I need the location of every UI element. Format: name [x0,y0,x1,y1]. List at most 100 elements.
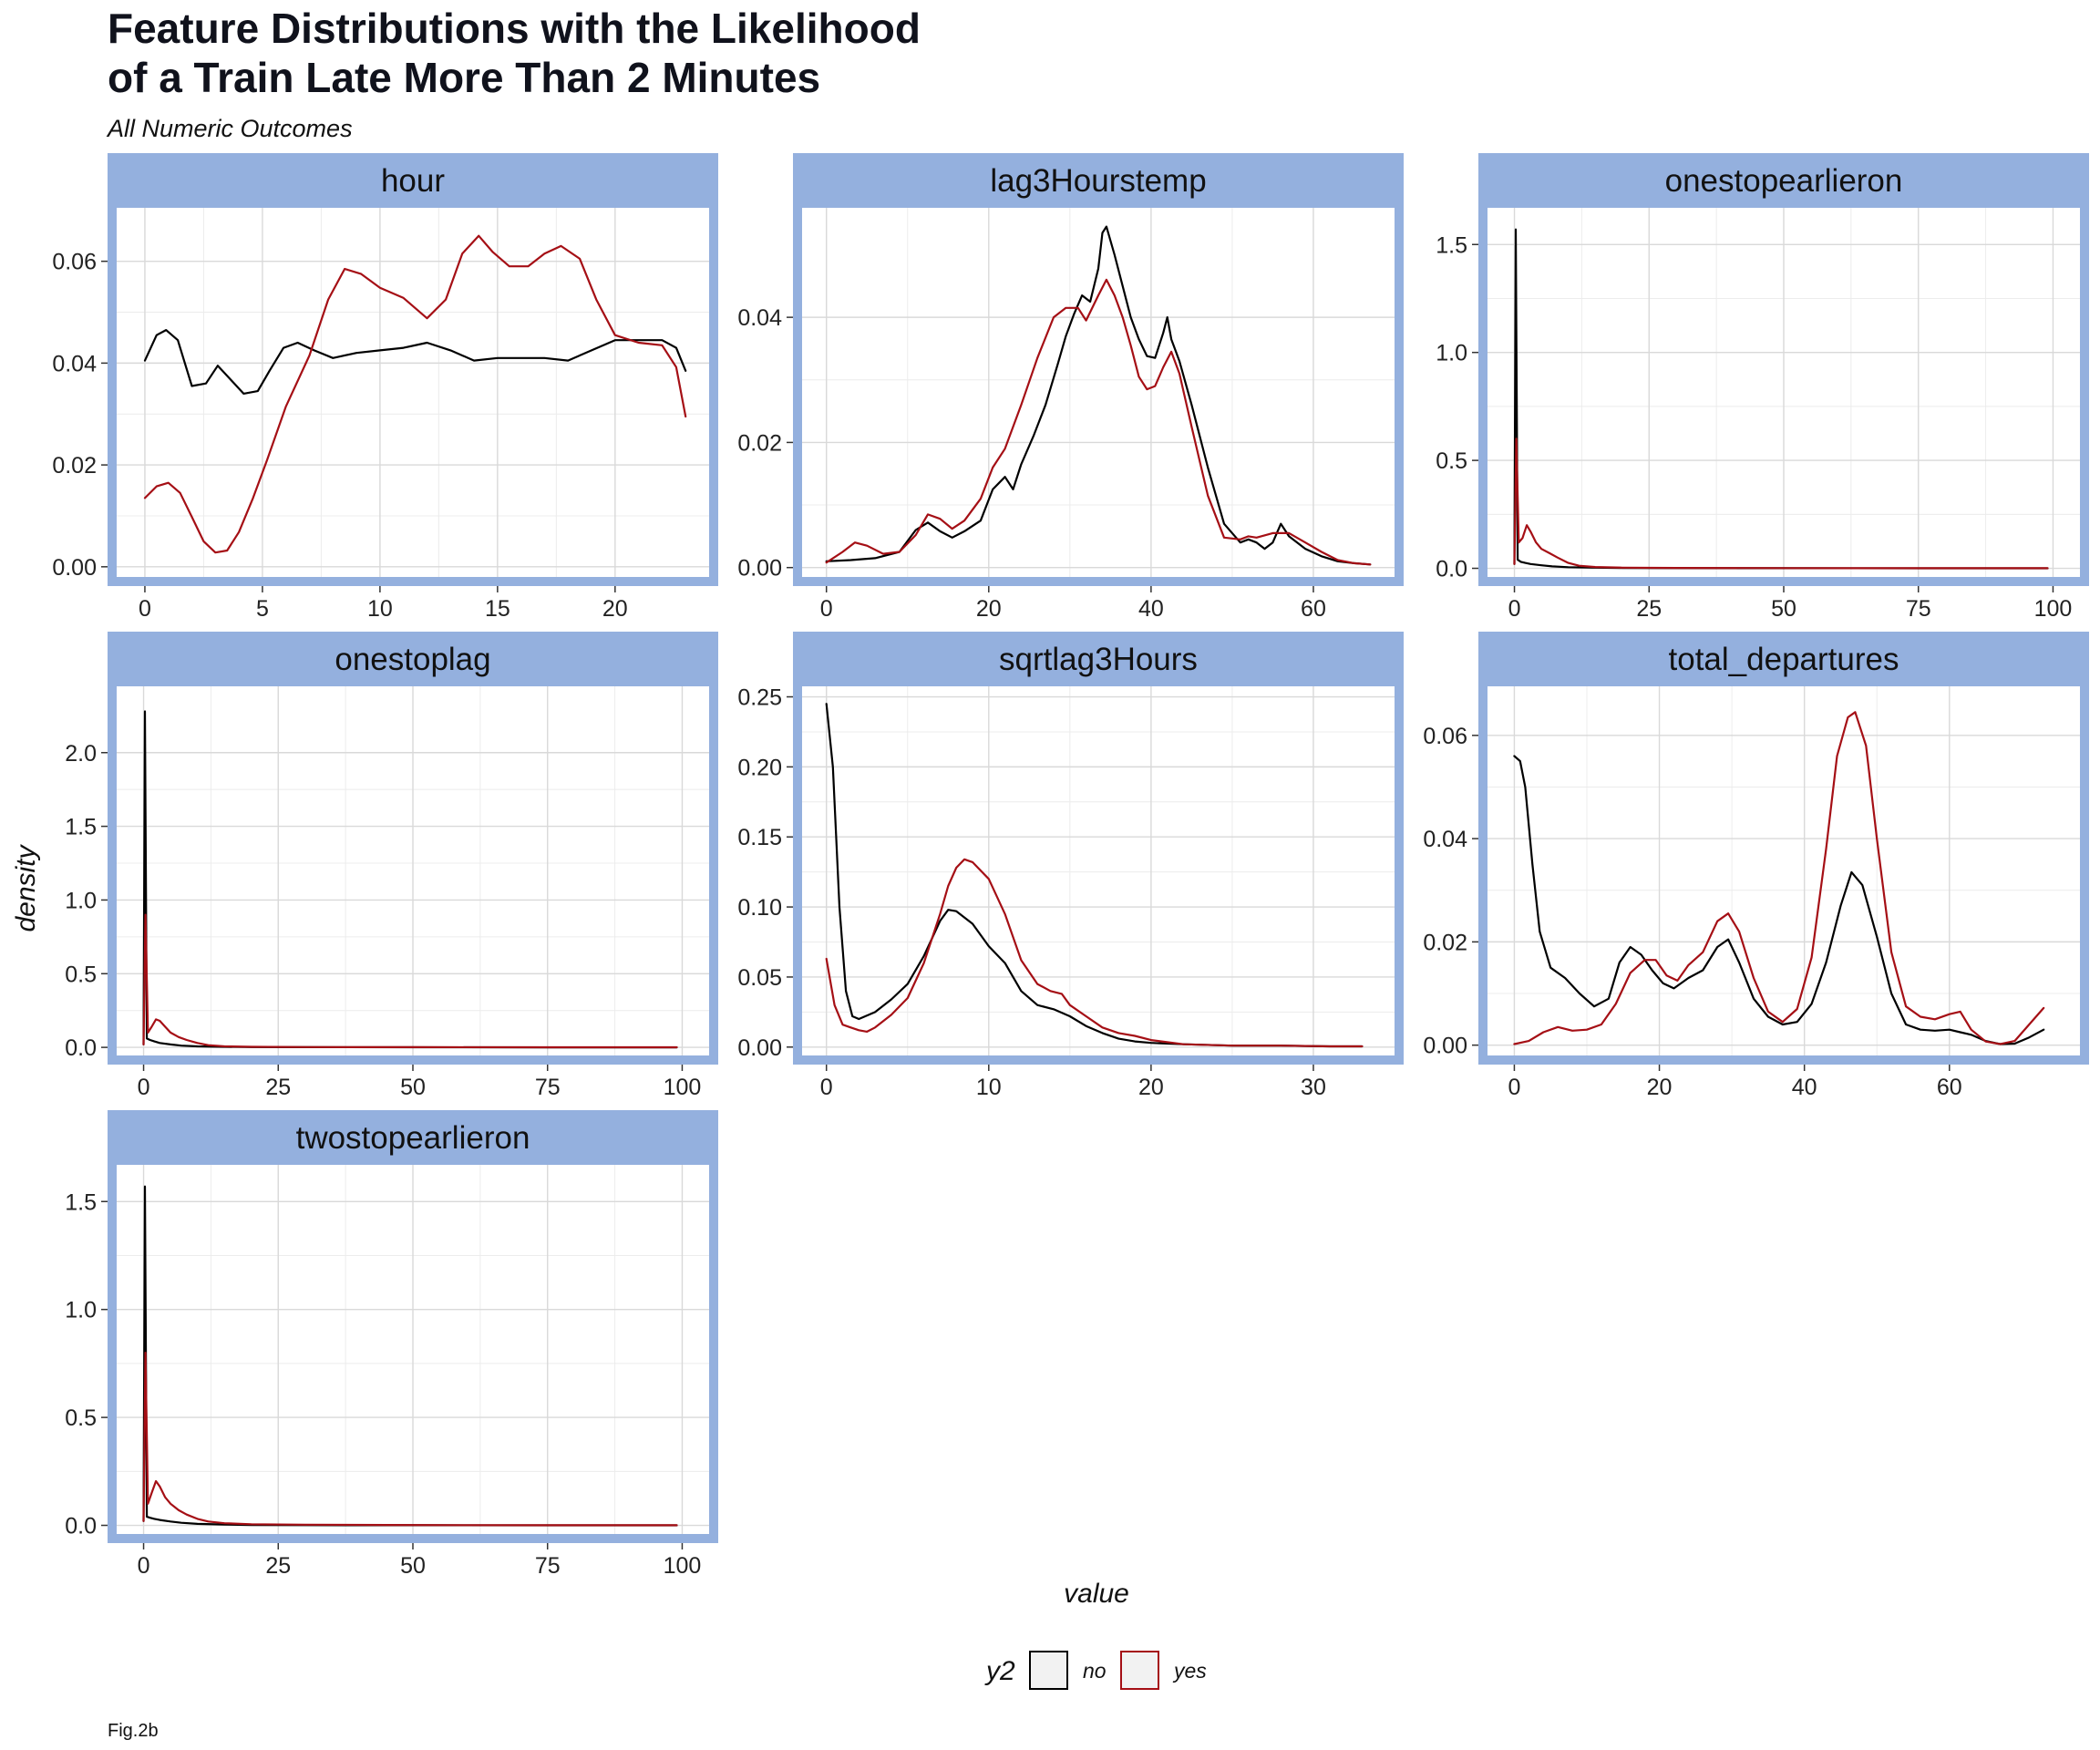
x-tick-label: 20 [1138,1075,1164,1100]
x-tick-label: 60 [1301,596,1326,622]
y-tick-label: 0.0 [65,1514,97,1539]
y-tick-label: 0.5 [65,962,97,987]
y-tick-label: 0.02 [52,453,97,479]
strip-label: sqrtlag3Hours [999,642,1198,677]
x-tick-label: 15 [485,596,510,622]
legend-title: y2 [984,1656,1015,1686]
x-tick-label: 100 [664,1075,702,1100]
x-tick-label: 60 [1937,1075,1962,1100]
y-tick-label: 0.0 [65,1035,97,1061]
y-tick-label: 1.5 [1436,232,1467,258]
legend: y2 no yes [984,1651,1207,1690]
panel-hour: hour 0 5 10 15 20 0.00 0.02 0.04 0.06 [52,153,718,622]
density-line-no [825,225,1372,566]
x-tick-label: 10 [367,596,393,622]
y-tick-label: 0.06 [52,250,97,275]
legend-label-yes: yes [1172,1659,1207,1683]
x-tick-label: 0 [820,596,833,622]
x-tick-label: 25 [1636,596,1662,622]
y-tick-label: 0.00 [737,556,782,582]
x-tick-label: 40 [1138,596,1164,622]
chart-title-line-1: Feature Distributions with the Likelihoo… [108,5,921,52]
x-tick-label: 20 [602,596,628,622]
y-tick-label: 0.20 [737,755,782,780]
density-line-yes [1513,711,2045,1045]
legend-label-no: no [1083,1659,1107,1683]
panel-sqrtlag3hours: sqrtlag3Hours 0 10 20 30 0.00 0.05 0.10 0.15 0.20… [737,632,1404,1100]
strip-label: total_departures [1669,642,1899,677]
y-tick-label: 0.06 [1423,724,1467,749]
y-tick-label: 1.0 [65,1298,97,1323]
y-tick-label: 0.04 [52,351,97,376]
figure-caption: Fig.2b [108,1721,159,1741]
x-tick-label: 40 [1792,1075,1817,1100]
x-tick-label: 25 [265,1075,291,1100]
x-tick-label: 50 [1771,596,1796,622]
density-line-yes [825,278,1372,566]
y-tick-label: 0.02 [737,430,782,456]
plot-area [1488,686,2080,1055]
chart-subtitle: All Numeric Outcomes [106,115,353,142]
strip-label: onestoplag [335,642,490,677]
x-axis-title: value [1064,1579,1129,1609]
y-tick-label: 0.00 [52,555,97,581]
strip-label: lag3Hourstemp [990,163,1206,199]
density-line-yes [1513,438,2049,570]
y-axis-title: density [11,843,41,932]
y-tick-label: 0.04 [737,305,782,331]
chart-title-line-2: of a Train Late More Than 2 Minutes [108,54,820,101]
y-tick-label: 0.25 [737,685,782,711]
density-line-yes [142,913,678,1049]
y-tick-label: 1.5 [65,815,97,840]
density-line-yes [142,1352,678,1527]
density-line-yes [825,858,1364,1048]
y-tick-label: 0.05 [737,965,782,991]
x-tick-label: 0 [138,1553,150,1579]
y-tick-label: 0.5 [65,1405,97,1431]
x-tick-label: 100 [2034,596,2073,622]
panel-total-departures: total_departures 0 20 40 60 0.00 0.02 0.04 0.06 [1423,632,2089,1100]
panel-onestopearlieron: onestopearlieron 0 25 50 75 100 0.0 0.5 1.0 1.5 [1436,153,2089,622]
x-tick-label: 0 [139,596,151,622]
x-tick-label: 50 [400,1075,426,1100]
y-tick-label: 0.00 [737,1035,782,1061]
density-line-no [1513,755,2045,1045]
x-tick-label: 0 [1508,596,1521,622]
y-tick-label: 0.10 [737,895,782,921]
panel-twostopearlieron: twostopearlieron 0 25 50 75 100 0.0 0.5 1.0 1.5 [65,1110,718,1579]
x-tick-label: 75 [535,1553,561,1579]
panel-onestoplag: onestoplag 0 25 50 75 100 0.0 0.5 1.0 1.5 2.0 [65,632,718,1100]
y-tick-label: 1.0 [65,888,97,913]
x-tick-label: 20 [976,596,1002,622]
x-tick-label: 50 [400,1553,426,1579]
plot-area [802,686,1395,1055]
plot-area [117,208,709,577]
y-tick-label: 0.15 [737,825,782,850]
legend-key-yes [1120,1651,1159,1690]
x-tick-label: 0 [138,1075,150,1100]
x-tick-label: 75 [535,1075,561,1100]
density-line-no [825,703,1364,1048]
x-tick-label: 100 [664,1553,702,1579]
y-tick-label: 0.00 [1423,1034,1467,1059]
legend-key-no [1029,1651,1068,1690]
x-tick-label: 0 [1508,1075,1520,1100]
y-tick-label: 1.5 [65,1189,97,1215]
y-tick-label: 0.0 [1436,557,1467,582]
density-line-no [143,329,687,395]
x-tick-label: 5 [256,596,269,622]
panel-lag3hourstemp: lag3Hourstemp 0 20 40 60 0.00 0.02 0.04 [737,153,1404,622]
strip-label: hour [381,163,445,199]
strip-label: onestopearlieron [1665,163,1903,199]
x-tick-label: 10 [976,1075,1002,1100]
y-tick-label: 2.0 [65,741,97,767]
y-tick-label: 1.0 [1436,341,1467,366]
x-tick-label: 20 [1647,1075,1673,1100]
x-tick-label: 30 [1301,1075,1326,1100]
x-tick-label: 25 [265,1553,291,1579]
x-tick-label: 0 [820,1075,833,1100]
y-tick-label: 0.02 [1423,930,1467,955]
density-line-yes [143,234,687,554]
y-tick-label: 0.5 [1436,448,1467,474]
